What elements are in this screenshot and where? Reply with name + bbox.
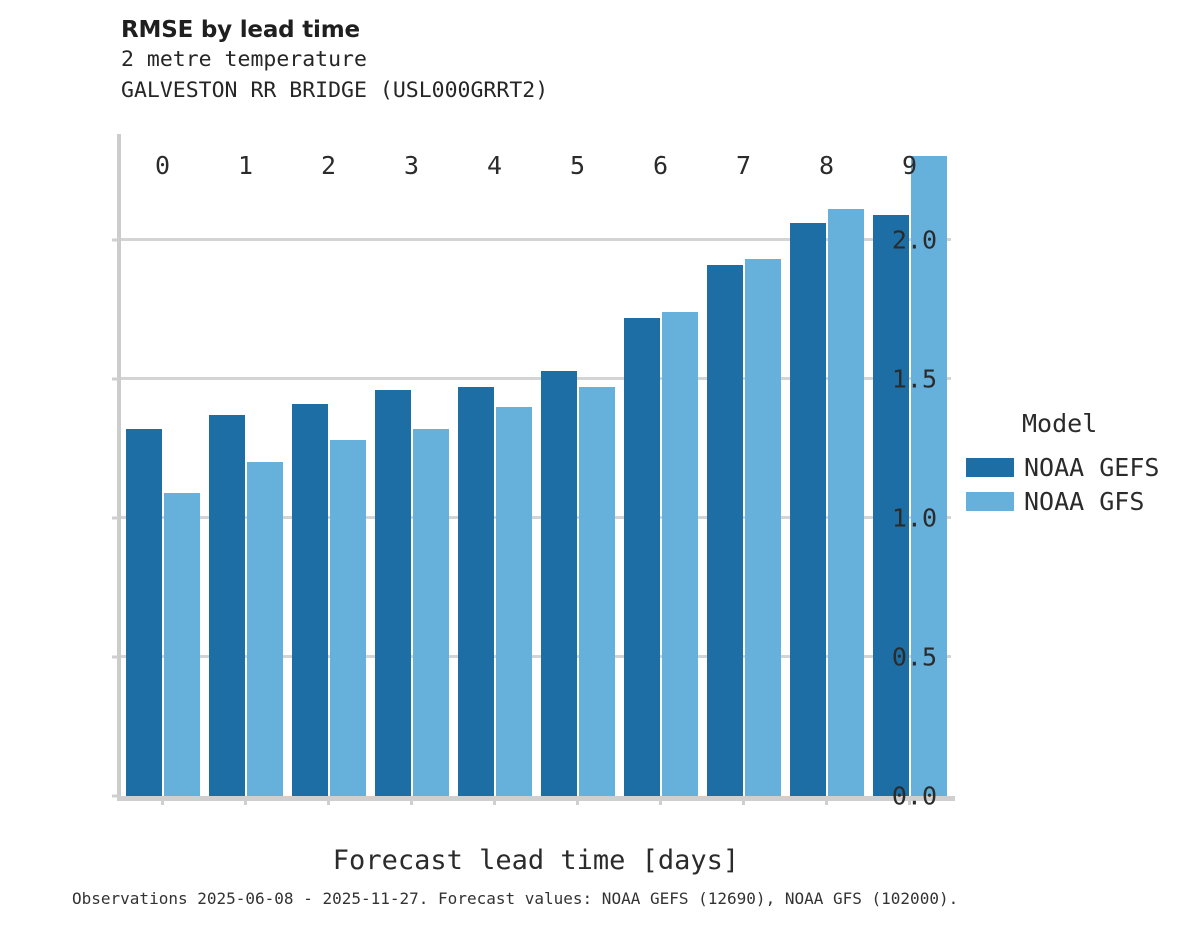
- x-tick-label: 8: [818, 151, 835, 180]
- bar-noaa-gefs-day-7: [706, 264, 743, 796]
- bar-noaa-gefs-day-8: [789, 223, 826, 796]
- x-tick-mark: [244, 799, 247, 805]
- y-axis-spine: [117, 134, 121, 799]
- legend-title: Model: [1022, 409, 1098, 438]
- subtitle-variable: 2 metre temperature: [121, 47, 367, 72]
- legend-item-label: NOAA GFS: [1024, 486, 1145, 516]
- bar-noaa-gfs-day-9: [910, 156, 947, 796]
- bar-noaa-gfs-day-3: [412, 428, 449, 796]
- page-title: RMSE by lead time: [121, 17, 360, 43]
- x-tick-label: 4: [486, 151, 503, 180]
- legend-swatch-icon: [966, 457, 1014, 477]
- y-tick-mark: [112, 238, 119, 242]
- x-tick-label: 3: [403, 151, 420, 180]
- legend-rows: NOAA GEFS NOAA GFS: [966, 450, 1181, 518]
- y-axis-label: RMSE [C]: [0, 284, 3, 405]
- bar-noaa-gfs-day-5: [578, 387, 615, 796]
- bar-noaa-gfs-day-6: [661, 312, 698, 796]
- y-tick-mark: [112, 516, 119, 520]
- bar-noaa-gfs-day-1: [246, 462, 283, 796]
- bar-noaa-gefs-day-4: [457, 387, 494, 796]
- bar-noaa-gefs-day-2: [291, 403, 328, 796]
- bar-noaa-gefs-day-1: [208, 415, 245, 796]
- x-tick-mark: [410, 799, 413, 805]
- y-tick-label: 2.0: [891, 225, 937, 255]
- bar-noaa-gfs-day-4: [495, 406, 532, 796]
- legend: Model NOAA GEFS NOAA GFS: [966, 409, 1181, 518]
- bar-noaa-gfs-day-7: [744, 259, 781, 796]
- legend-item-label: NOAA GEFS: [1024, 452, 1160, 482]
- x-tick-label: 5: [569, 151, 586, 180]
- footer-caption: Observations 2025-06-08 - 2025-11-27. Fo…: [72, 889, 959, 908]
- x-tick-mark: [908, 799, 911, 805]
- x-tick-label: 1: [237, 151, 254, 180]
- title-block: RMSE by lead time 2 metre temperature GA…: [121, 16, 961, 106]
- x-tick-label: 6: [652, 151, 669, 180]
- x-tick-label: 2: [320, 151, 337, 180]
- x-tick-label: 0: [154, 151, 171, 180]
- bar-noaa-gfs-day-2: [329, 440, 366, 796]
- y-tick-mark: [112, 377, 119, 381]
- bar-noaa-gfs-day-8: [827, 209, 864, 796]
- y-tick-label: 0.5: [891, 642, 937, 672]
- gridline: [121, 238, 951, 242]
- bar-noaa-gefs-day-0: [125, 428, 162, 796]
- bar-noaa-gefs-day-9: [872, 214, 909, 796]
- gridline: [121, 516, 951, 520]
- gridline: [121, 377, 951, 381]
- legend-swatch-icon: [966, 491, 1014, 511]
- x-axis-label: Forecast lead time [days]: [332, 845, 740, 876]
- x-tick-mark: [493, 799, 496, 805]
- plot-area: 0.0 0.5 1.0 1.5 2.0 0 1 2 3 4 5 6 7 8 9: [112, 134, 955, 811]
- y-tick-mark: [112, 655, 119, 659]
- x-tick-mark: [825, 799, 828, 805]
- x-tick-mark: [742, 799, 745, 805]
- x-axis-spine: [117, 796, 955, 801]
- x-tick-label: 7: [735, 151, 752, 180]
- plot-inner: [121, 137, 951, 796]
- x-tick-mark: [161, 799, 164, 805]
- bar-noaa-gefs-day-3: [374, 390, 411, 796]
- x-tick-label: 9: [901, 151, 918, 180]
- legend-item-noaa-gfs[interactable]: NOAA GFS: [966, 484, 1181, 518]
- subtitle-station: GALVESTON RR BRIDGE (USL000GRRT2): [121, 78, 549, 103]
- x-tick-mark: [659, 799, 662, 805]
- bar-noaa-gfs-day-0: [163, 492, 200, 796]
- x-tick-mark: [576, 799, 579, 805]
- y-tick-mark: [112, 794, 119, 798]
- y-tick-label: 1.0: [891, 503, 937, 533]
- y-tick-label: 1.5: [891, 364, 937, 394]
- bar-noaa-gefs-day-5: [540, 370, 577, 796]
- y-tick-label: 0.0: [891, 781, 937, 811]
- x-tick-mark: [327, 799, 330, 805]
- legend-item-noaa-gefs[interactable]: NOAA GEFS: [966, 450, 1181, 484]
- bar-noaa-gefs-day-6: [623, 317, 660, 796]
- gridline: [121, 655, 951, 659]
